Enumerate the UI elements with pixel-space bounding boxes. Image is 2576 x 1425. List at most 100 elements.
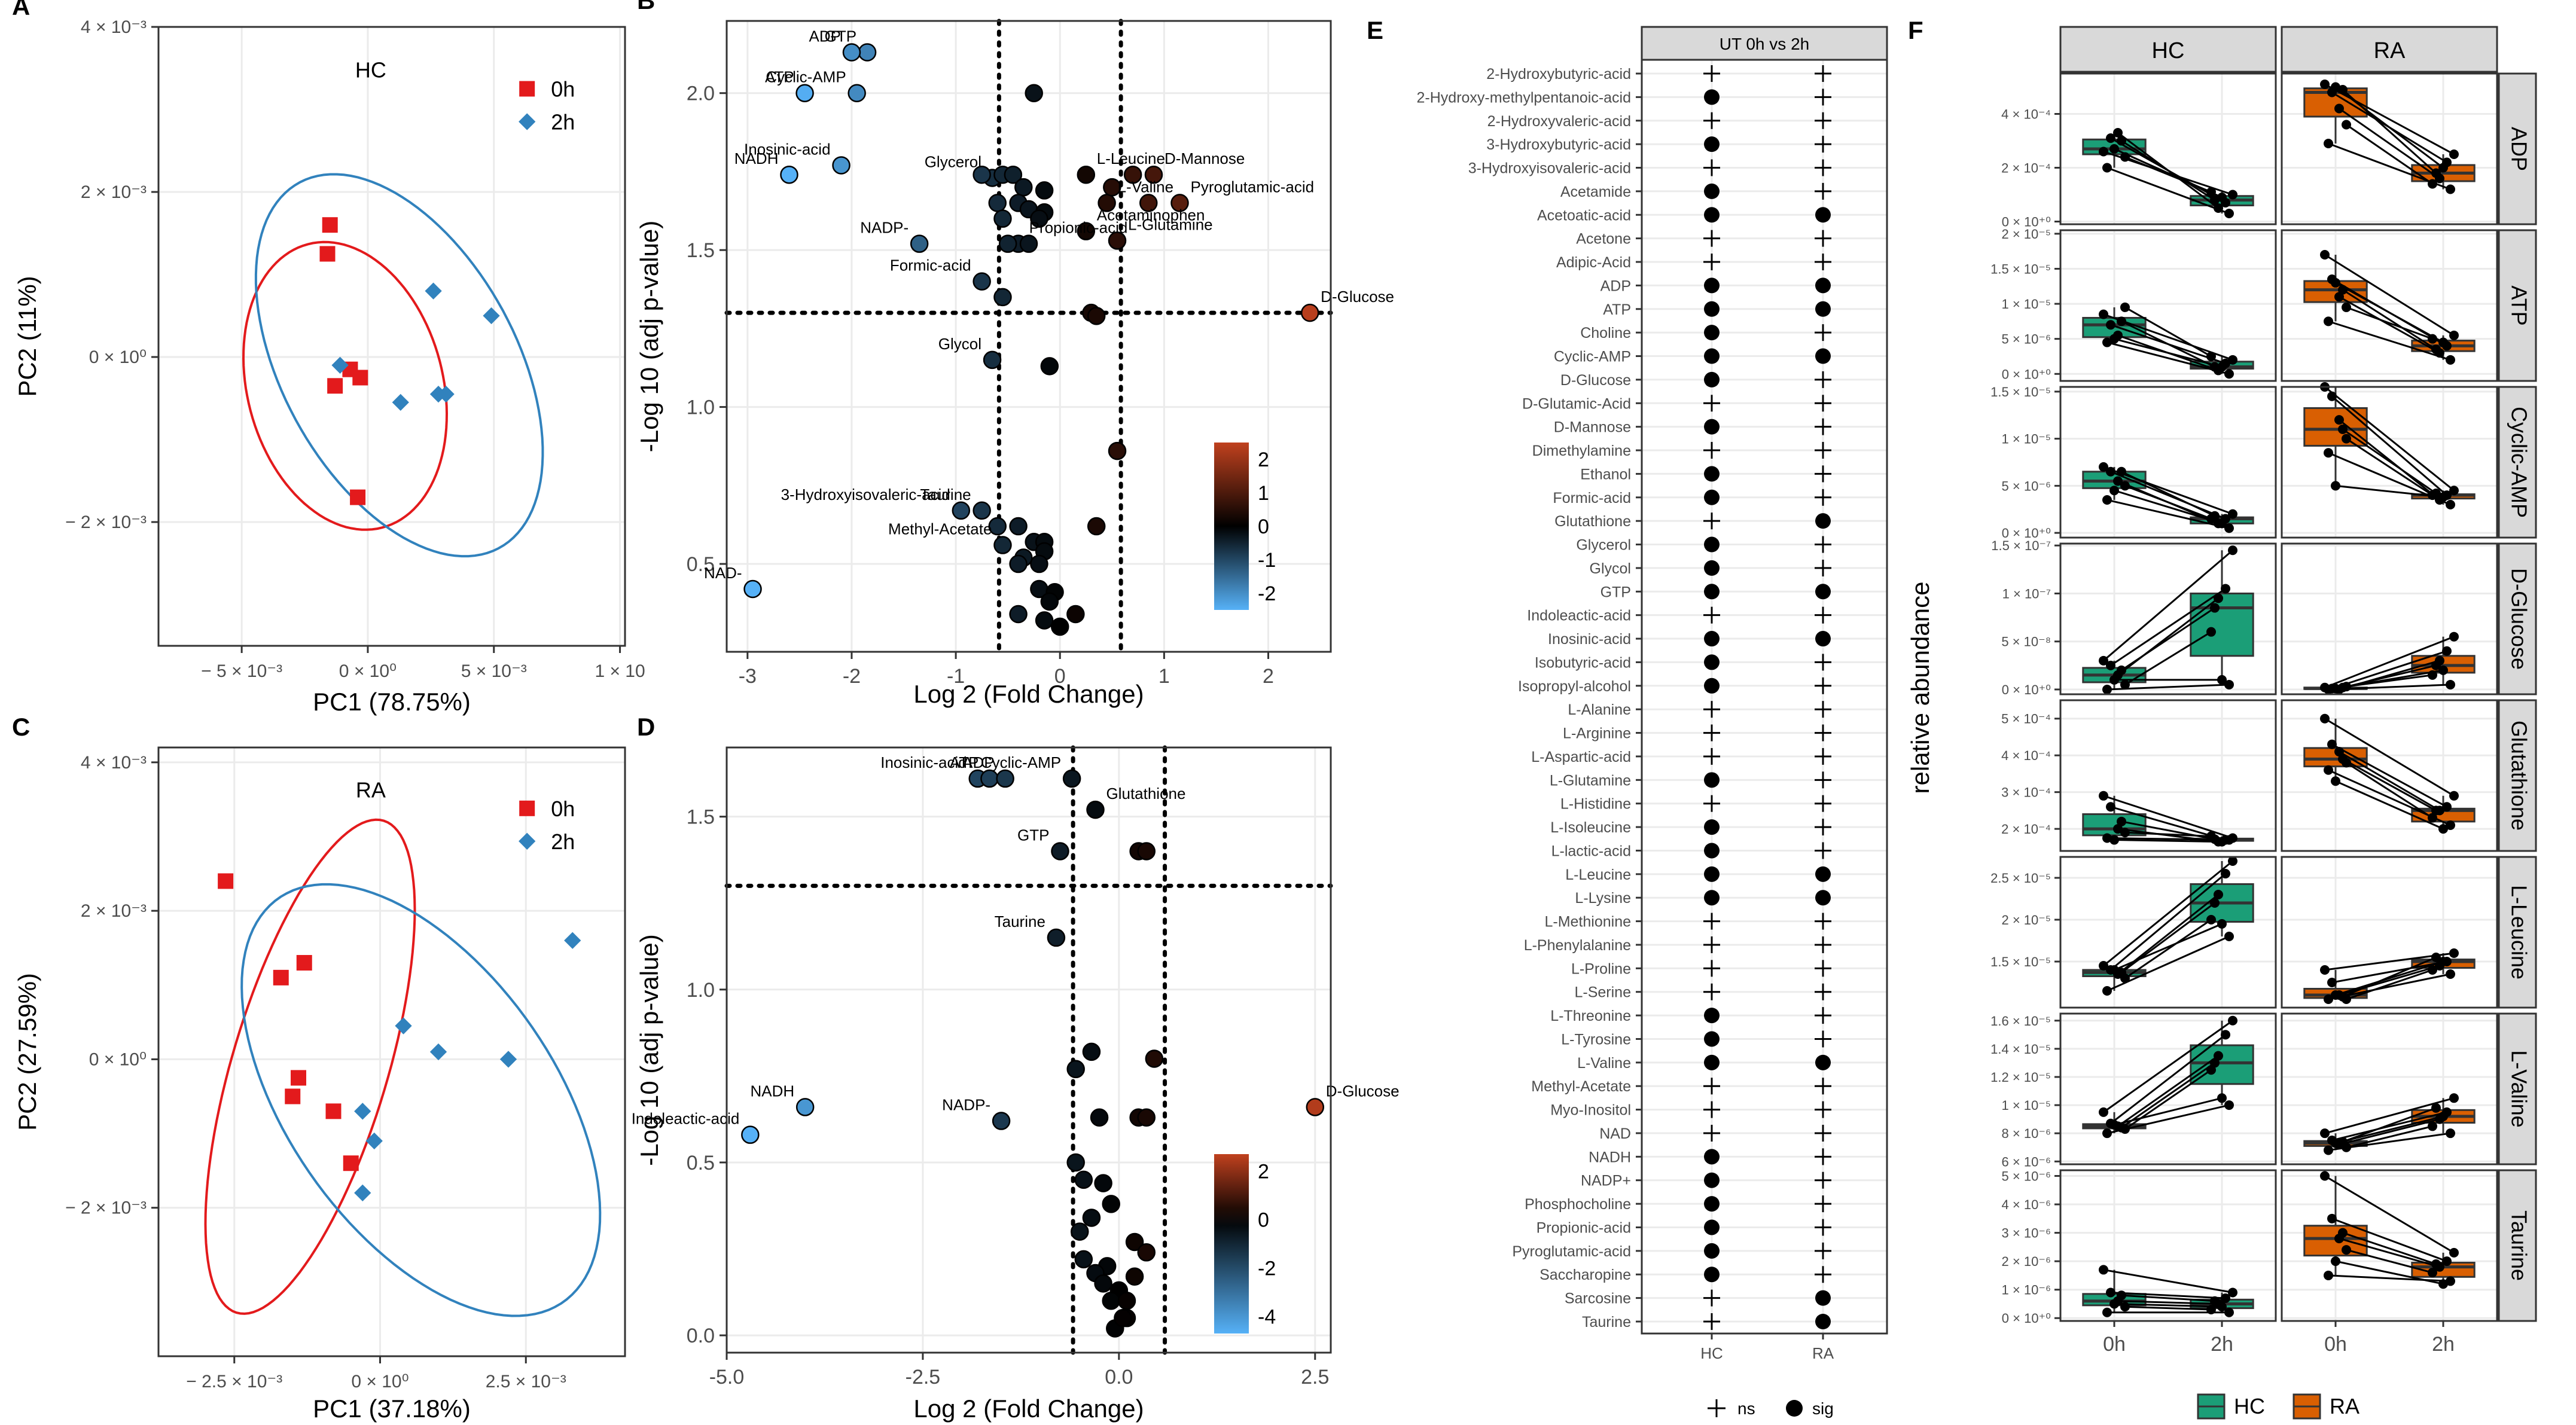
data-point bbox=[910, 234, 929, 253]
sig-marker bbox=[1704, 772, 1720, 788]
x-tick-label: 1 × 10 bbox=[595, 661, 645, 681]
data-point bbox=[1071, 1222, 1089, 1241]
subject-point bbox=[2324, 994, 2333, 1004]
data-point bbox=[1062, 769, 1081, 788]
y-tick-label: 3 × 10⁻⁶ bbox=[2002, 1226, 2051, 1241]
pair-line bbox=[2331, 395, 2447, 496]
point-label: GTP bbox=[825, 27, 856, 45]
subject-point bbox=[2327, 978, 2337, 987]
pair-line bbox=[2124, 919, 2212, 980]
legend-label-0h: 0h bbox=[551, 77, 575, 102]
subject-point bbox=[2438, 163, 2448, 173]
subject-point bbox=[2228, 1287, 2237, 1298]
subject-point bbox=[2449, 631, 2459, 642]
subject-point bbox=[2324, 448, 2333, 458]
sig-marker bbox=[1704, 89, 1720, 105]
x-tick-label: 2 bbox=[1263, 665, 1274, 688]
subject-point bbox=[2446, 679, 2455, 689]
y-tick-label: 4 × 10⁻³ bbox=[81, 17, 147, 37]
subject-point bbox=[2331, 82, 2340, 92]
ellipse-2h bbox=[254, 173, 544, 558]
data-point bbox=[1108, 441, 1127, 460]
metabolite-label: NADH bbox=[1589, 1149, 1631, 1165]
x-axis-title: Log 2 (Fold Change) bbox=[913, 1395, 1144, 1423]
x-tick-label: 0h bbox=[2103, 1333, 2126, 1356]
data-point bbox=[1090, 1108, 1109, 1127]
color-scale-label: 2 bbox=[1258, 1160, 1269, 1183]
subject-point bbox=[2228, 856, 2237, 866]
y-tick-label: 1.6 × 10⁻⁵ bbox=[1990, 1014, 2051, 1029]
subject-point bbox=[2214, 890, 2223, 899]
y-tick-label: 8 × 10⁻⁶ bbox=[2002, 1126, 2051, 1141]
subject-point bbox=[2324, 765, 2333, 775]
row-strip bbox=[2498, 699, 2537, 852]
column-label: HC bbox=[1700, 1344, 1723, 1362]
subject-point bbox=[2109, 486, 2119, 496]
point-label: ATP bbox=[950, 753, 979, 771]
pair-line bbox=[2103, 1020, 2233, 1113]
data-point bbox=[1082, 1209, 1101, 1227]
metabolite-label: Propionic-acid bbox=[1537, 1219, 1631, 1236]
subject-point bbox=[2224, 209, 2234, 218]
data-point bbox=[1066, 605, 1085, 624]
color-scale-bar bbox=[1214, 443, 1249, 610]
subject-point bbox=[2102, 684, 2112, 694]
data-point bbox=[1102, 1292, 1120, 1310]
pair-line bbox=[2110, 872, 2226, 971]
subject-point bbox=[2327, 739, 2337, 749]
facet-frame bbox=[2059, 542, 2277, 695]
point-label: Methyl-Acetate bbox=[888, 520, 992, 538]
x-tick-label: 1 bbox=[1159, 665, 1170, 688]
subject-point bbox=[2331, 990, 2340, 1000]
pair-line bbox=[2121, 820, 2215, 840]
metabolite-label: D-Glutamic-Acid bbox=[1522, 395, 1631, 412]
point-label: NADP- bbox=[942, 1096, 990, 1114]
y-tick-label: 0 × 10⁺⁰ bbox=[2002, 1311, 2051, 1326]
panel-label: D bbox=[637, 713, 655, 741]
facet-frame bbox=[2281, 699, 2498, 852]
y-tick-label: 0 × 10⁰ bbox=[89, 347, 147, 367]
data-point bbox=[993, 288, 1012, 307]
y-tick-label: 1 × 10⁻⁵ bbox=[2001, 432, 2051, 447]
row-strip-label: L-Valine bbox=[2507, 1050, 2531, 1127]
pair-line bbox=[2124, 1305, 2212, 1311]
metabolite-label: L-Tyrosine bbox=[1561, 1031, 1631, 1048]
y-tick-label: 1.5 × 10⁻⁵ bbox=[1990, 954, 2051, 969]
data-point bbox=[1137, 842, 1156, 861]
subject-point bbox=[2109, 675, 2119, 685]
point-label: Formic-acid bbox=[890, 257, 971, 274]
subject-point bbox=[2109, 1299, 2119, 1309]
group-annotation: HC bbox=[355, 57, 386, 82]
metabolite-label: NAD bbox=[1599, 1125, 1631, 1142]
facet-frame bbox=[2281, 386, 2498, 539]
sig-marker bbox=[1704, 1149, 1720, 1165]
data-point bbox=[1103, 178, 1121, 197]
subject-point bbox=[2438, 1111, 2448, 1121]
y-tick-label: 1.5 × 10⁻⁷ bbox=[1991, 538, 2051, 553]
point-0h bbox=[218, 873, 234, 889]
sig-marker bbox=[1704, 1031, 1720, 1047]
pair-line bbox=[2106, 341, 2230, 375]
point-label: D-Mannose bbox=[1164, 149, 1245, 167]
data-point bbox=[1030, 554, 1048, 573]
subject-point bbox=[2320, 1128, 2330, 1139]
row-strip bbox=[2498, 856, 2537, 1009]
data-point bbox=[1004, 165, 1023, 184]
subject-point bbox=[2221, 869, 2230, 878]
column-strip-label: HC bbox=[2152, 38, 2185, 63]
sig-marker bbox=[1815, 890, 1831, 906]
subject-point bbox=[2449, 149, 2459, 159]
legend-label-ns: ns bbox=[1737, 1399, 1755, 1418]
metabolite-label: L-Histidine bbox=[1560, 796, 1631, 813]
metabolite-label: L-Valine bbox=[1577, 1055, 1631, 1072]
panel-label: B bbox=[637, 0, 655, 14]
y-tick-label: 0.5 bbox=[687, 1152, 715, 1174]
y-tick-label: 3 × 10⁻⁴ bbox=[2001, 785, 2051, 800]
row-strip bbox=[2498, 229, 2537, 382]
sig-marker bbox=[1704, 536, 1720, 553]
metabolite-label: Inosinic-acid bbox=[1548, 631, 1631, 648]
data-point bbox=[983, 350, 1002, 370]
x-axis-title: Log 2 (Fold Change) bbox=[913, 680, 1144, 708]
row-strip-label: L-Leucine bbox=[2507, 885, 2531, 980]
group-annotation: RA bbox=[356, 777, 386, 802]
